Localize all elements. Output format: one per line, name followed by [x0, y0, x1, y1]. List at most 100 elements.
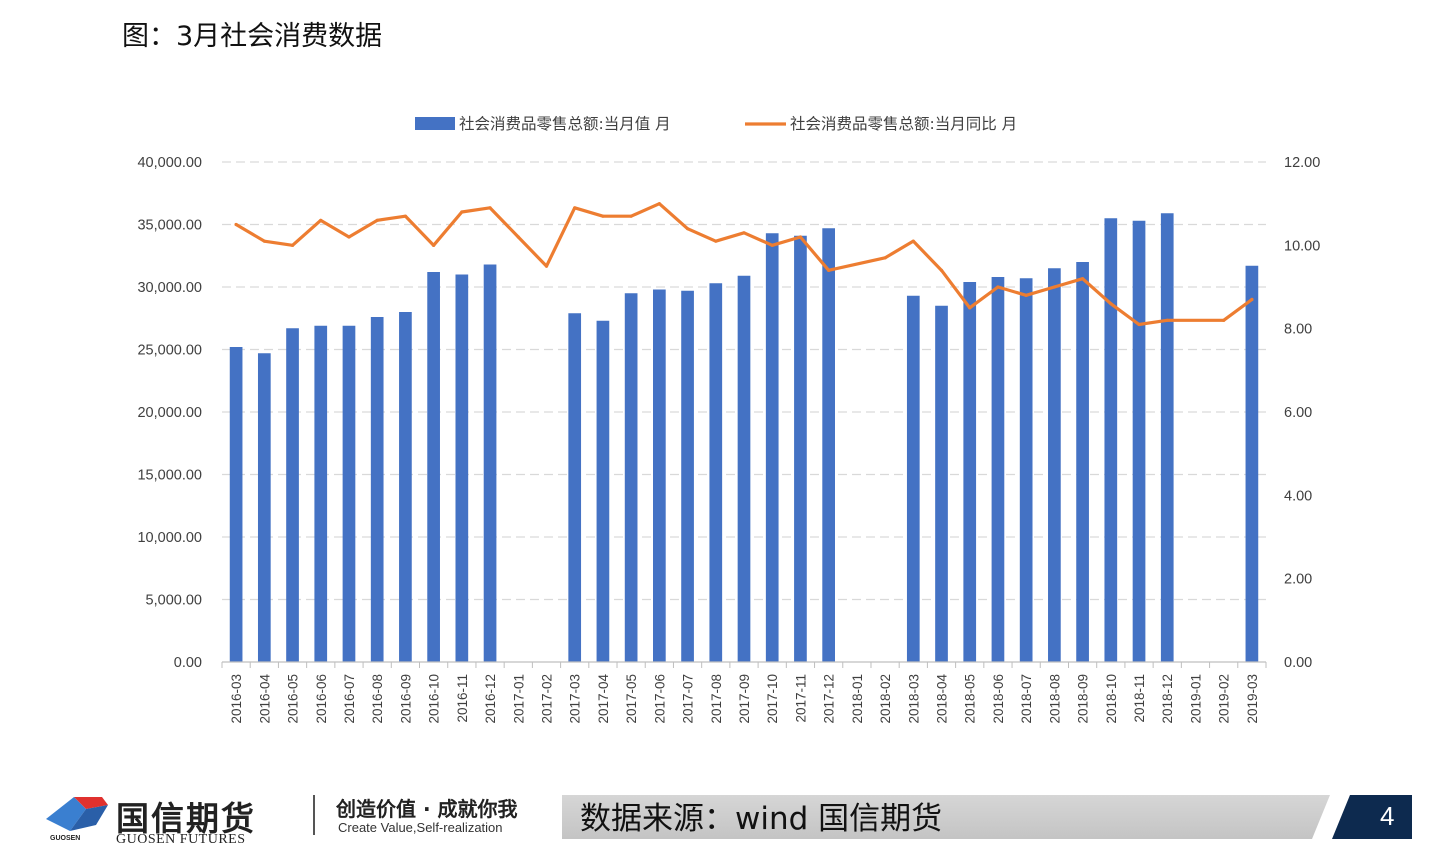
- chart-bar: [342, 325, 356, 662]
- chart-bar: [1132, 220, 1146, 662]
- chart-line-point: [1165, 318, 1169, 322]
- y-left-tick-label: 5,000.00: [146, 593, 202, 609]
- y-left-tick-label: 35,000.00: [137, 218, 202, 234]
- y-left-tick-label: 40,000.00: [137, 155, 202, 171]
- y-right-tick-label: 6.00: [1284, 405, 1312, 421]
- y-right-tick-label: 0.00: [1284, 655, 1312, 671]
- chart-bar: [370, 317, 384, 662]
- footer-source-bar: [562, 795, 1368, 839]
- x-tick-label: 2016-03: [229, 674, 244, 724]
- chart-line-point: [657, 202, 661, 206]
- slogan-cn: 创造价值 · 成就你我: [336, 797, 518, 821]
- chart-bar: [229, 347, 243, 662]
- y-left-tick-label: 15,000.00: [137, 468, 202, 484]
- chart-line-point: [1250, 297, 1254, 302]
- y-right-tick-label: 10.00: [1284, 238, 1320, 254]
- chart-bar: [935, 305, 948, 662]
- chart-line-point: [262, 239, 266, 243]
- slogan-en: Create Value,Self-realization: [338, 820, 503, 835]
- chart-bar: [737, 275, 751, 662]
- y-right-tick-label: 2.00: [1284, 572, 1312, 588]
- x-tick-label: 2016-09: [398, 674, 413, 724]
- x-tick-label: 2016-04: [257, 674, 272, 724]
- x-tick-label: 2018-12: [1160, 674, 1175, 724]
- x-tick-label: 2017-03: [568, 674, 583, 724]
- chart-line-point: [319, 218, 323, 222]
- x-tick-label: 2017-04: [596, 674, 611, 724]
- y-left-tick-label: 0.00: [174, 655, 202, 671]
- x-tick-label: 2018-10: [1104, 674, 1119, 724]
- chart-line-point: [996, 285, 1000, 289]
- x-tick-label: 2017-08: [709, 674, 724, 724]
- chart-line-point: [375, 218, 379, 222]
- x-tick-label: 2017-09: [737, 674, 752, 724]
- chart-bar: [963, 282, 977, 662]
- x-tick-label: 2016-08: [370, 674, 385, 724]
- chart-line-point: [968, 306, 972, 310]
- x-tick-label: 2016-12: [483, 674, 498, 724]
- x-tick-label: 2018-11: [1132, 674, 1147, 723]
- chart-bar: [314, 325, 328, 662]
- chart-bar: [286, 328, 299, 662]
- x-tick-label: 2019-02: [1217, 674, 1232, 724]
- x-tick-label: 2017-11: [793, 674, 808, 723]
- chart-line-point: [1222, 318, 1226, 322]
- chart-bar: [455, 274, 469, 662]
- chart-line-point: [770, 243, 774, 247]
- x-tick-label: 2018-02: [878, 674, 893, 724]
- y-left-tick-label: 10,000.00: [137, 530, 202, 546]
- chart-axes: 0.00 5,000.00 10,000.00 15,000.00 20,000.00 2…: [137, 155, 1320, 724]
- x-tick-label: 2017-05: [624, 674, 639, 724]
- legend-bar-label: 社会消费品零售总额:当月值 月: [459, 115, 671, 133]
- chart-line-point: [685, 227, 690, 231]
- guosen-logo-icon: [46, 797, 108, 831]
- chart-line-point: [1052, 285, 1056, 289]
- chart-bar: [794, 235, 807, 662]
- chart-line-point: [601, 214, 605, 218]
- x-tick-label: 2018-07: [1019, 674, 1034, 724]
- chart-bar: [1019, 278, 1033, 662]
- chart-line-point: [714, 239, 718, 243]
- chart: 0.00 5,000.00 10,000.00 15,000.00 20,000.00 2…: [137, 115, 1320, 724]
- chart-bar: [1245, 265, 1259, 662]
- chart-bar: [399, 312, 412, 662]
- chart-line: [234, 202, 1254, 327]
- legend-bar-swatch: [415, 117, 455, 130]
- logo-small-text: GUOSEN: [50, 835, 81, 842]
- chart-bar: [624, 293, 638, 662]
- chart-line-point: [573, 206, 577, 210]
- x-tick-label: 2017-10: [765, 674, 780, 724]
- x-tick-label: 2017-02: [539, 674, 554, 724]
- chart-line-point: [827, 268, 831, 272]
- chart-line-point: [629, 214, 633, 218]
- x-tick-label: 2018-08: [1047, 674, 1062, 724]
- chart-line-point: [1137, 322, 1141, 327]
- chart-line-point: [1024, 293, 1028, 297]
- x-tick-label: 2019-03: [1245, 674, 1260, 724]
- chart-bar: [568, 313, 582, 662]
- chart-bar: [991, 277, 1005, 662]
- x-tick-label: 2016-10: [427, 674, 442, 724]
- y-right-tick-label: 8.00: [1284, 322, 1312, 338]
- chart-line-point: [742, 231, 746, 235]
- page-number: 4: [1380, 801, 1395, 831]
- y-left-tick-label: 25,000.00: [137, 343, 202, 359]
- x-tick-label: 2018-04: [935, 674, 950, 724]
- page-number-tab: [1312, 795, 1412, 839]
- logo-name-en: GUOSEN FUTURES: [116, 832, 246, 847]
- x-tick-label: 2017-06: [652, 674, 667, 724]
- y-left-tick-label: 30,000.00: [137, 280, 202, 296]
- y-right-tick-label: 12.00: [1284, 155, 1320, 171]
- chart-bar: [257, 353, 271, 662]
- legend-line-label: 社会消费品零售总额:当月同比 月: [790, 115, 1017, 133]
- y-right-tick-label: 4.00: [1284, 488, 1312, 504]
- chart-bar: [1104, 218, 1118, 662]
- chart-line-point: [460, 210, 464, 214]
- chart-line-point: [403, 214, 408, 218]
- x-tick-label: 2016-06: [314, 674, 329, 724]
- x-tick-label: 2018-09: [1076, 674, 1091, 724]
- x-tick-label: 2017-01: [511, 674, 526, 724]
- chart-line-point: [939, 268, 944, 272]
- chart-bar: [906, 295, 920, 662]
- y-left-tick-label: 20,000.00: [137, 405, 202, 421]
